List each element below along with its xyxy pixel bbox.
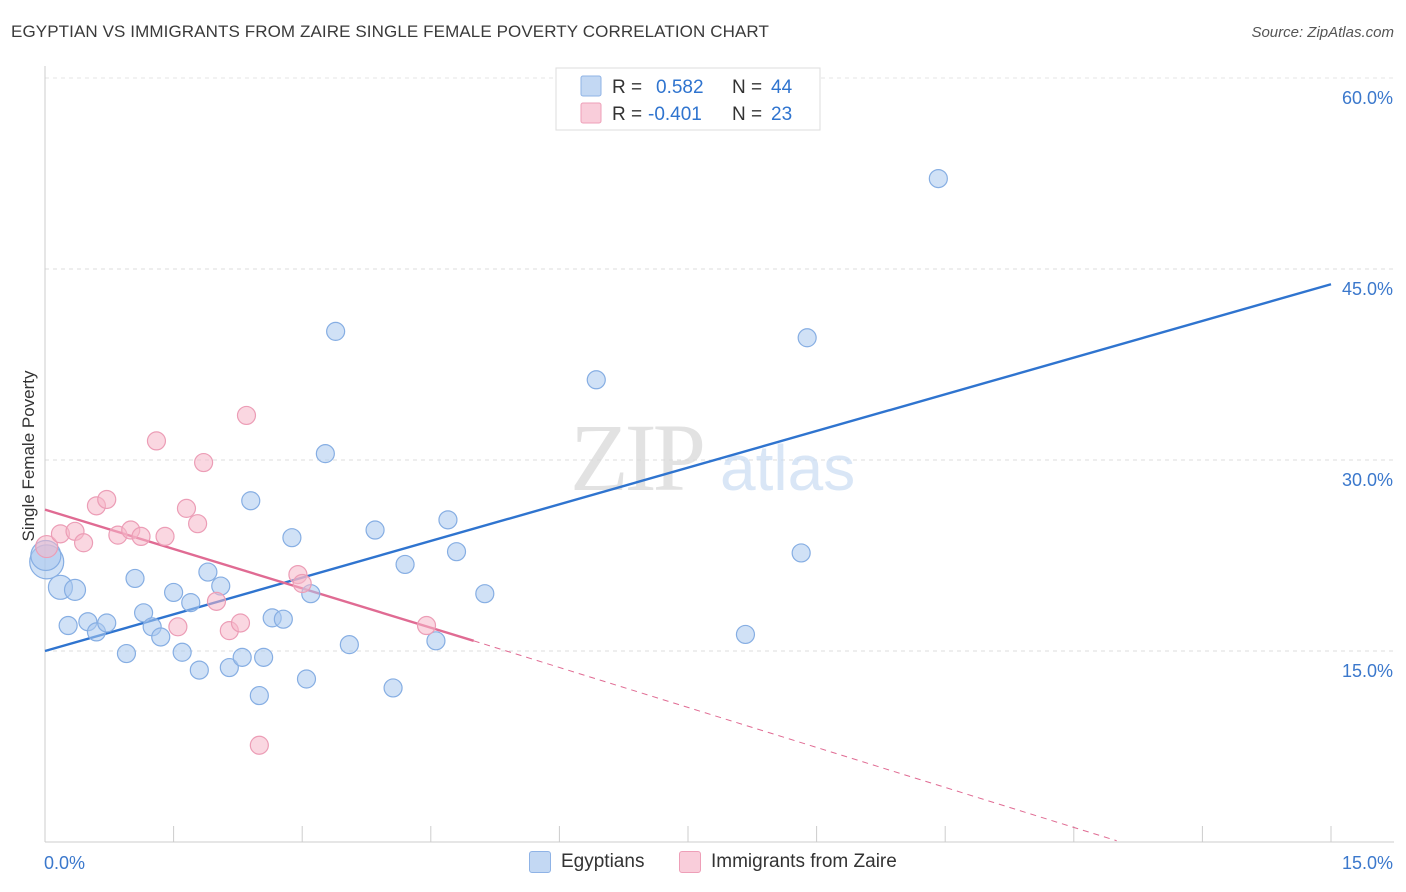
axes	[44, 66, 1394, 843]
egyptians-point-16	[198, 562, 218, 582]
zaire-point-11	[168, 617, 188, 637]
zaire-point-3	[73, 533, 94, 553]
zaire-point-19	[249, 735, 269, 755]
trendlines	[44, 283, 1332, 842]
egyptians-point-28	[315, 444, 335, 464]
egyptians-point-35	[438, 510, 458, 530]
egyptians-point-19	[232, 647, 252, 667]
egyptians-point-41	[797, 328, 817, 348]
egyptians-point-25	[282, 528, 302, 548]
egyptians-point-14	[181, 593, 201, 613]
egyptians-point-12	[164, 582, 184, 603]
legend-label-egyptians: Egyptians	[561, 851, 645, 872]
zaire-point-21	[292, 573, 312, 594]
egyptians-point-39	[735, 624, 756, 645]
egyptians-point-29	[326, 321, 346, 341]
x-tick-label-max: 15.0%	[1342, 853, 1393, 873]
legend-item-zaire: Immigrants from Zaire	[679, 851, 897, 873]
legend-r-value-2: -0.401	[648, 104, 702, 125]
egyptians-point-8	[125, 568, 145, 589]
trendline-egyptians-0	[44, 283, 1332, 653]
egyptians-point-7	[116, 643, 137, 664]
y-tick-label-15: 15.0%	[1342, 661, 1393, 681]
watermark-atlas: atlas	[720, 432, 855, 504]
zaire-point-0	[35, 534, 59, 559]
y-axis-label: Single Female Poverty	[19, 370, 38, 542]
zaire-point-14	[194, 452, 214, 473]
y-tick-label-45: 45.0%	[1342, 279, 1393, 299]
egyptians-point-33	[395, 554, 415, 575]
watermark: ZIP atlas	[570, 404, 855, 511]
legend-label-zaire: Immigrants from Zaire	[711, 851, 897, 872]
egyptians-point-26	[296, 669, 317, 689]
egyptians-point-22	[254, 647, 274, 667]
egyptians-point-3	[58, 615, 78, 636]
egyptians-point-31	[365, 520, 385, 540]
egyptians-point-32	[383, 678, 403, 698]
legend-n-label-1: N =	[732, 77, 762, 98]
gridlines	[45, 77, 1394, 652]
legend-item-egyptians: Egyptians	[529, 851, 644, 873]
egyptians-point-34	[426, 631, 446, 651]
egyptians-point-21	[249, 685, 269, 706]
egyptians-point-13	[172, 642, 192, 662]
zaire-point-10	[155, 526, 175, 547]
legend-top: R = 0.582 N = 44 R = -0.401 N = 23	[555, 67, 821, 131]
egyptians-points	[29, 168, 948, 706]
chart-title: EGYPTIAN VS IMMIGRANTS FROM ZAIRE SINGLE…	[11, 22, 769, 41]
trendline-zaire-2	[473, 640, 1117, 842]
egyptians-point-15	[189, 660, 209, 680]
watermark-zip: ZIP	[570, 404, 703, 511]
legend-swatch-zaire-bottom	[679, 851, 701, 873]
zaire-point-12	[176, 498, 197, 518]
legend-r-label-2: R =	[612, 104, 642, 125]
egyptians-point-42	[928, 168, 948, 189]
legend-swatch-egyptians	[580, 75, 602, 97]
egyptians-point-40	[791, 543, 811, 563]
y-tick-label-60: 60.0%	[1342, 88, 1393, 108]
egyptians-point-37	[475, 584, 495, 604]
egyptians-point-36	[446, 542, 467, 562]
zaire-point-17	[230, 613, 251, 633]
zaire-point-5	[97, 489, 117, 510]
legend-bottom: Egyptians Immigrants from Zaire	[0, 851, 1406, 881]
zaire-point-22	[416, 615, 437, 636]
zaire-point-9	[146, 431, 167, 451]
egyptians-point-18	[219, 657, 239, 678]
egyptians-point-2	[63, 578, 87, 601]
legend-n-label-2: N =	[732, 104, 762, 125]
zaire-point-13	[188, 514, 208, 534]
chart-source: Source: ZipAtlas.com	[1251, 24, 1394, 41]
egyptians-point-20	[241, 491, 261, 511]
legend-r-label-1: R =	[612, 77, 642, 98]
y-tick-label-30: 30.0%	[1342, 470, 1393, 490]
y-tick-labels: 15.0% 30.0% 45.0% 60.0%	[1342, 88, 1393, 681]
egyptians-point-11	[151, 627, 171, 647]
legend-r-value-1: 0.582	[656, 77, 704, 98]
egyptians-point-38	[586, 370, 606, 390]
zaire-point-8	[131, 526, 151, 547]
egyptians-point-24	[273, 609, 293, 629]
zaire-point-15	[206, 591, 227, 611]
egyptians-point-30	[339, 635, 359, 655]
legend-n-value-1: 44	[771, 77, 793, 98]
x-tick-labels: 0.0% 15.0%	[44, 853, 1393, 873]
x-tick-label-min: 0.0%	[44, 853, 85, 873]
legend-swatch-egyptians-bottom	[529, 851, 551, 873]
zaire-points	[35, 405, 437, 755]
zaire-point-18	[236, 405, 257, 426]
legend-swatch-zaire	[580, 102, 602, 124]
egyptians-point-9	[133, 603, 154, 623]
legend-n-value-2: 23	[771, 104, 792, 125]
egyptians-point-6	[97, 613, 117, 633]
